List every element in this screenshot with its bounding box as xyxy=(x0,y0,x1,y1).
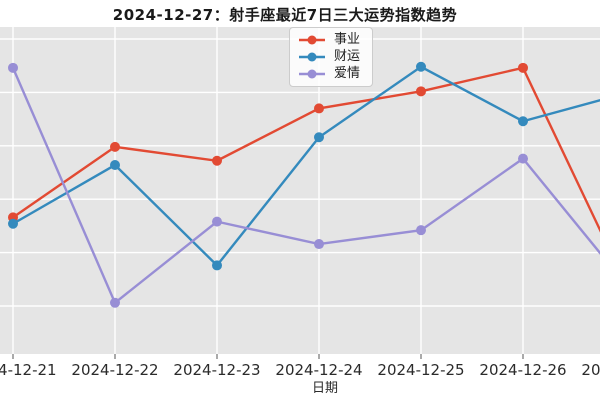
series-group xyxy=(8,61,600,308)
data-point-爱情 xyxy=(314,239,324,250)
data-point-财运 xyxy=(416,61,426,72)
chart-title: 2024-12-27：射手座最近7日三大运势指数趋势 xyxy=(112,6,458,24)
legend-marker-icon xyxy=(299,69,325,79)
legend-item-1: 财运 xyxy=(298,50,360,64)
x-tick-label: 2024-12-21 xyxy=(0,361,57,379)
data-point-爱情 xyxy=(110,297,120,308)
data-point-事业 xyxy=(212,155,222,166)
x-tick-label: 2024-12-24 xyxy=(275,361,362,379)
legend: 事业 财运 爱情 xyxy=(289,27,374,87)
data-point-财运 xyxy=(212,260,222,271)
data-point-爱情 xyxy=(8,62,18,73)
data-point-爱情 xyxy=(518,153,528,164)
x-tick-label: 2024-12-25 xyxy=(377,361,464,379)
x-tick-label: 2024-12-26 xyxy=(479,361,566,379)
data-point-事业 xyxy=(518,62,528,73)
data-point-事业 xyxy=(314,103,324,114)
legend-label: 事业 xyxy=(334,32,361,47)
x-tick-label: 2024-12-23 xyxy=(173,361,260,379)
legend-item-0: 事业 xyxy=(298,33,360,47)
data-point-财运 xyxy=(314,132,324,143)
data-point-财运 xyxy=(8,218,18,229)
legend-label: 财运 xyxy=(334,49,361,64)
data-point-事业 xyxy=(110,141,120,152)
legend-marker-icon xyxy=(299,52,325,62)
data-point-爱情 xyxy=(212,216,222,227)
legend-marker-icon xyxy=(299,35,325,45)
data-point-事业 xyxy=(416,86,426,97)
x-tick-label: 2024-12-22 xyxy=(71,361,158,379)
x-tick-label: 2024-12-27 xyxy=(581,361,600,379)
legend-item-2: 爱情 xyxy=(298,67,360,81)
x-axis-label: 日期 xyxy=(312,381,338,396)
data-point-财运 xyxy=(518,116,528,127)
legend-label: 爱情 xyxy=(334,66,361,81)
data-point-财运 xyxy=(110,160,120,171)
data-point-爱情 xyxy=(416,225,426,236)
